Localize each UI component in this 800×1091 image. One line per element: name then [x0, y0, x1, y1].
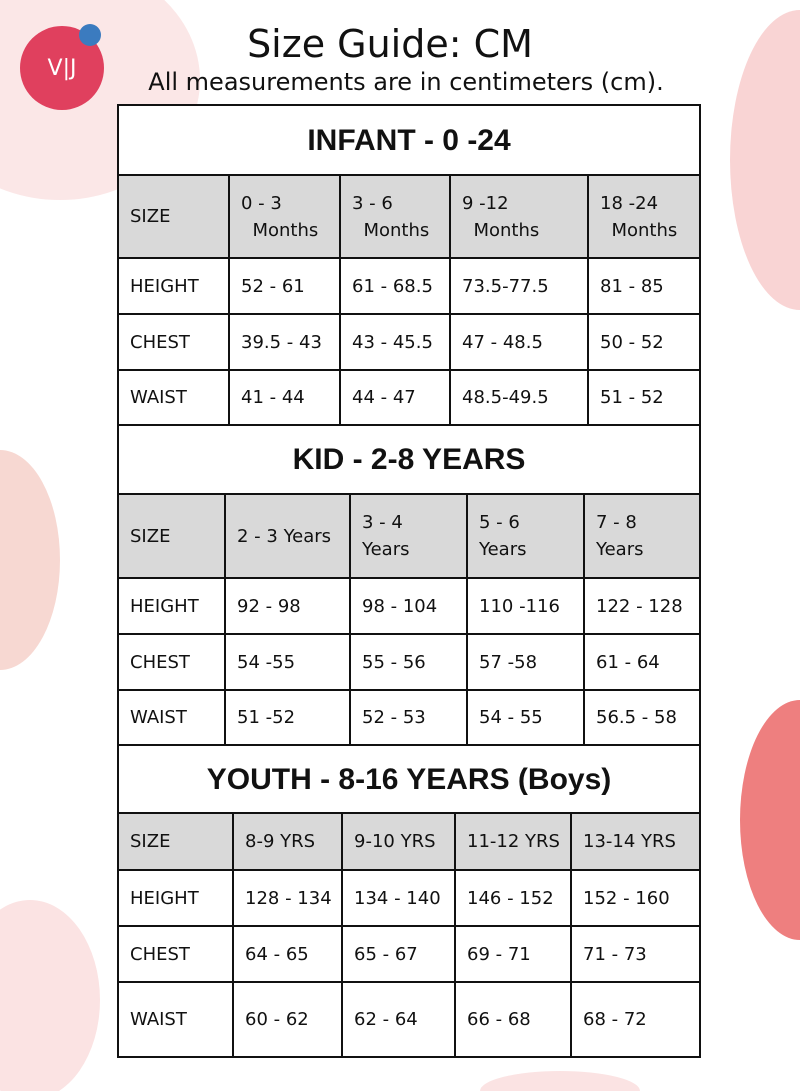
data-cell: 54 - 55: [466, 689, 585, 746]
section-title: YOUTH - 8-16 YEARS (Boys): [117, 744, 701, 814]
data-cell: 56.5 - 58: [583, 689, 701, 746]
data-cell: 128 - 134: [232, 869, 343, 927]
title: Size Guide: CM: [247, 22, 533, 66]
header-cell: 9 -12 Months: [449, 174, 589, 259]
data-cell: 51 -52: [224, 689, 351, 746]
data-cell: 50 - 52: [587, 313, 701, 371]
data-cell: 65 - 67: [341, 925, 456, 983]
data-cell: 55 - 56: [349, 633, 468, 691]
header-cell: 8-9 YRS: [232, 812, 343, 871]
section-title: KID - 2-8 YEARS: [117, 424, 701, 495]
data-cell: 134 - 140: [341, 869, 456, 927]
subtitle: All measurements are in centimeters (cm)…: [148, 68, 664, 96]
data-cell: 71 - 73: [570, 925, 701, 983]
header-cell: 13-14 YRS: [570, 812, 701, 871]
data-cell: 122 - 128: [583, 577, 701, 635]
data-cell: HEIGHT: [117, 577, 226, 635]
data-cell: 60 - 62: [232, 981, 343, 1058]
data-cell: WAIST: [117, 689, 226, 746]
header-cell: 3 - 4 Years: [349, 493, 468, 579]
data-cell: 152 - 160: [570, 869, 701, 927]
data-cell: 61 - 68.5: [339, 257, 451, 315]
header-cell: 2 - 3 Years: [224, 493, 351, 579]
header-cell: 18 -24 Months: [587, 174, 701, 259]
data-cell: 54 -55: [224, 633, 351, 691]
data-cell: 43 - 45.5: [339, 313, 451, 371]
blob: [480, 1071, 640, 1091]
data-cell: 51 - 52: [587, 369, 701, 426]
data-cell: 73.5-77.5: [449, 257, 589, 315]
data-cell: 47 - 48.5: [449, 313, 589, 371]
header-cell: SIZE: [117, 812, 234, 871]
data-cell: 110 -116: [466, 577, 585, 635]
header-cell: SIZE: [117, 493, 226, 579]
data-cell: 52 - 61: [228, 257, 341, 315]
blob: [730, 10, 800, 310]
data-cell: 39.5 - 43: [228, 313, 341, 371]
data-cell: HEIGHT: [117, 869, 234, 927]
data-cell: 98 - 104: [349, 577, 468, 635]
data-cell: 48.5-49.5: [449, 369, 589, 426]
blob: [0, 900, 100, 1091]
blob: [740, 700, 800, 940]
blob: [0, 450, 60, 670]
header-cell: 11-12 YRS: [454, 812, 572, 871]
data-cell: 64 - 65: [232, 925, 343, 983]
data-cell: 41 - 44: [228, 369, 341, 426]
logo-dot: [79, 24, 101, 46]
header-cell: 5 - 6 Years: [466, 493, 585, 579]
header-cell: 0 - 3 Months: [228, 174, 341, 259]
data-cell: 92 - 98: [224, 577, 351, 635]
data-cell: 69 - 71: [454, 925, 572, 983]
data-cell: 81 - 85: [587, 257, 701, 315]
size-table: INFANT - 0 -24 SIZE 0 - 3 Months 3 - 6 Mont…: [117, 104, 701, 1058]
data-cell: 52 - 53: [349, 689, 468, 746]
data-cell: 44 - 47: [339, 369, 451, 426]
data-cell: WAIST: [117, 981, 234, 1058]
data-cell: WAIST: [117, 369, 230, 426]
data-cell: CHEST: [117, 925, 234, 983]
header-cell: 3 - 6 Months: [339, 174, 451, 259]
data-cell: 62 - 64: [341, 981, 456, 1058]
header-cell: SIZE: [117, 174, 230, 259]
header-cell: 7 - 8 Years: [583, 493, 701, 579]
data-cell: 57 -58: [466, 633, 585, 691]
section-title: INFANT - 0 -24: [117, 104, 701, 176]
data-cell: 68 - 72: [570, 981, 701, 1058]
data-cell: 61 - 64: [583, 633, 701, 691]
data-cell: 146 - 152: [454, 869, 572, 927]
header-cell: 9-10 YRS: [341, 812, 456, 871]
data-cell: CHEST: [117, 633, 226, 691]
data-cell: 66 - 68: [454, 981, 572, 1058]
data-cell: HEIGHT: [117, 257, 230, 315]
data-cell: CHEST: [117, 313, 230, 371]
